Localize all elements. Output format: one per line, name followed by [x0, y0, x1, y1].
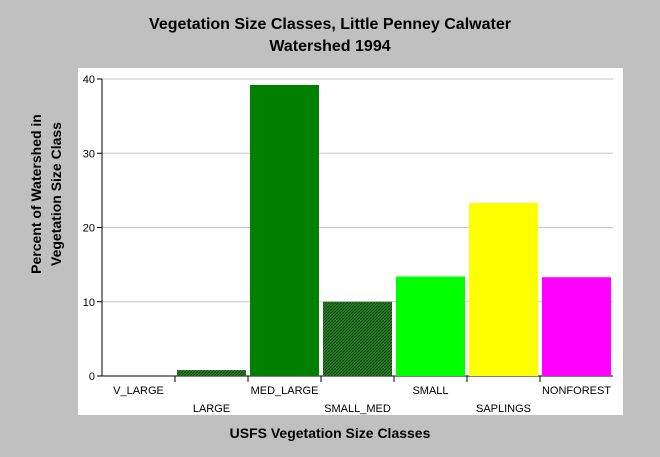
x-tick-label-nonforest: NONFOREST — [542, 385, 611, 397]
x-tick-label-large: LARGE — [193, 403, 230, 415]
bar-chart: 0 10 20 30 40 V_LARGE LARGE MED_LARGE SMALL_MED S… — [83, 74, 613, 415]
y-axis-label-line-1: Percent of Watershed in — [28, 114, 44, 274]
x-tick-label-saplings: SAPLINGS — [476, 403, 531, 415]
x-tick-label-med-large: MED_LARGE — [251, 385, 319, 397]
chart-title-line-2: Watershed 1994 — [269, 38, 391, 55]
y-tick-label-0: 0 — [89, 371, 95, 383]
bar-saplings — [469, 202, 538, 376]
bar-small-med — [323, 301, 392, 376]
y-tick-label-4: 40 — [83, 74, 95, 86]
bar-large — [177, 370, 246, 376]
y-tick-label-1: 10 — [83, 297, 95, 309]
y-tick-label-3: 30 — [83, 148, 95, 160]
bar-med-large — [250, 84, 319, 376]
chart-title: Vegetation Size Classes, Little Penney C… — [0, 14, 660, 58]
y-axis-label-line-2: Vegetation Size Class — [48, 122, 64, 266]
bar-small — [396, 276, 465, 376]
plot-panel: 0 10 20 30 40 V_LARGE LARGE MED_LARGE SMALL_MED S… — [78, 68, 623, 415]
x-tick-label-small: SMALL — [412, 385, 448, 397]
y-tick-label-2: 20 — [83, 223, 95, 235]
x-axis-label: USFS Vegetation Size Classes — [229, 425, 431, 441]
tick-labels: 0 10 20 30 40 V_LARGE LARGE MED_LARGE SMALL_MED S… — [83, 74, 612, 415]
bar-nonforest — [542, 277, 611, 376]
x-tick-label-v-large: V_LARGE — [113, 385, 164, 397]
bars — [177, 84, 611, 376]
chart-title-line-1: Vegetation Size Classes, Little Penney C… — [149, 16, 511, 33]
x-tick-label-small-med: SMALL_MED — [324, 403, 391, 415]
